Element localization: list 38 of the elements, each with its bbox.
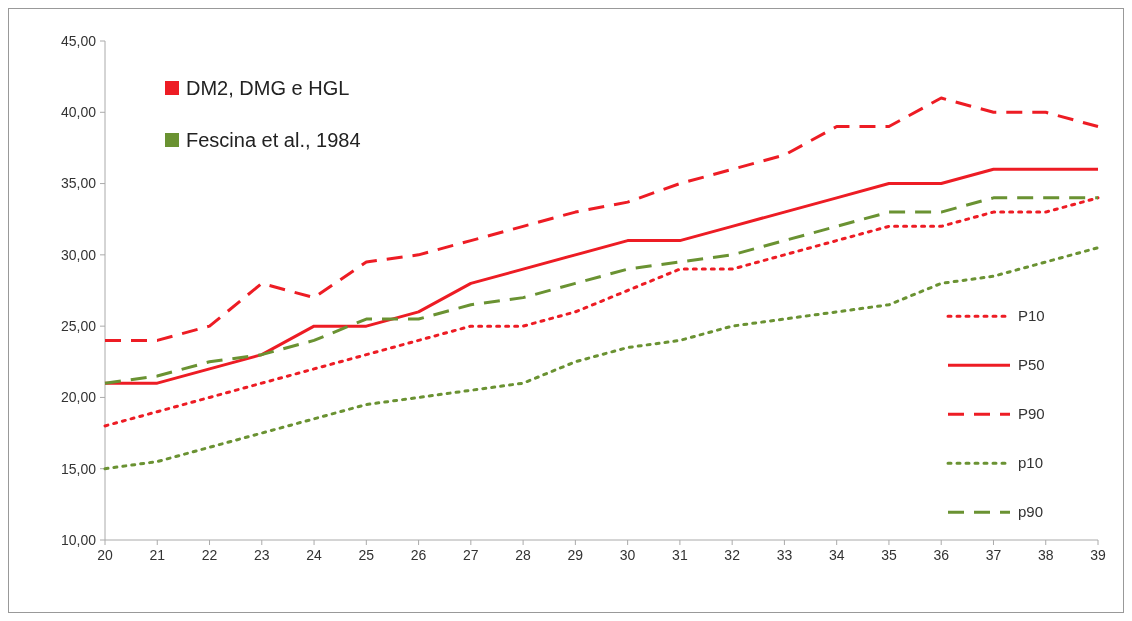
line-series [103, 96, 1100, 342]
x-tick-label: 26 [410, 547, 427, 563]
x-tick-label: 28 [515, 547, 532, 563]
y-tick-label: 10,00 [60, 531, 97, 548]
x-tick-label: 36 [933, 547, 950, 563]
annotation: DM2, DMG e HGL [186, 77, 350, 99]
line-series [103, 246, 1100, 471]
x-tick-label: 31 [672, 547, 688, 563]
y-tick-label: 35,00 [60, 175, 97, 192]
x-tick-label: 33 [776, 547, 793, 563]
legend-label: P10 [1018, 307, 1045, 325]
legend-label: p90 [1018, 503, 1044, 521]
y-tick-label: 15,00 [60, 460, 97, 477]
y-tick-label: 45,00 [60, 32, 97, 49]
x-tick-label: 39 [1090, 547, 1106, 563]
x-tick-label: 29 [567, 547, 584, 563]
x-tick-label: 32 [724, 547, 741, 563]
x-tick-label: 20 [97, 547, 113, 563]
y-tick-label: 20,00 [60, 389, 97, 406]
y-tick-label: 30,00 [60, 246, 97, 263]
x-tick-label: 23 [254, 547, 270, 563]
x-tick-label: 21 [149, 547, 166, 563]
legend-label: P50 [1018, 356, 1045, 374]
line-series [103, 196, 1100, 428]
x-tick-label: 34 [828, 547, 845, 563]
x-tick-label: 25 [358, 547, 375, 563]
y-tick-label: 40,00 [60, 104, 97, 121]
x-tick-label: 27 [463, 547, 479, 563]
x-tick-label: 37 [985, 547, 1002, 563]
legend-label: p10 [1018, 454, 1044, 472]
x-tick-label: 24 [306, 547, 323, 563]
legend-label: P90 [1018, 405, 1045, 423]
annotation: Fescina et al., 1984 [186, 129, 361, 151]
x-tick-label: 38 [1037, 547, 1054, 563]
x-tick-label: 22 [201, 547, 218, 563]
x-tick-label: 30 [619, 547, 636, 563]
y-tick-label: 25,00 [60, 318, 97, 335]
x-tick-label: 35 [881, 547, 897, 563]
